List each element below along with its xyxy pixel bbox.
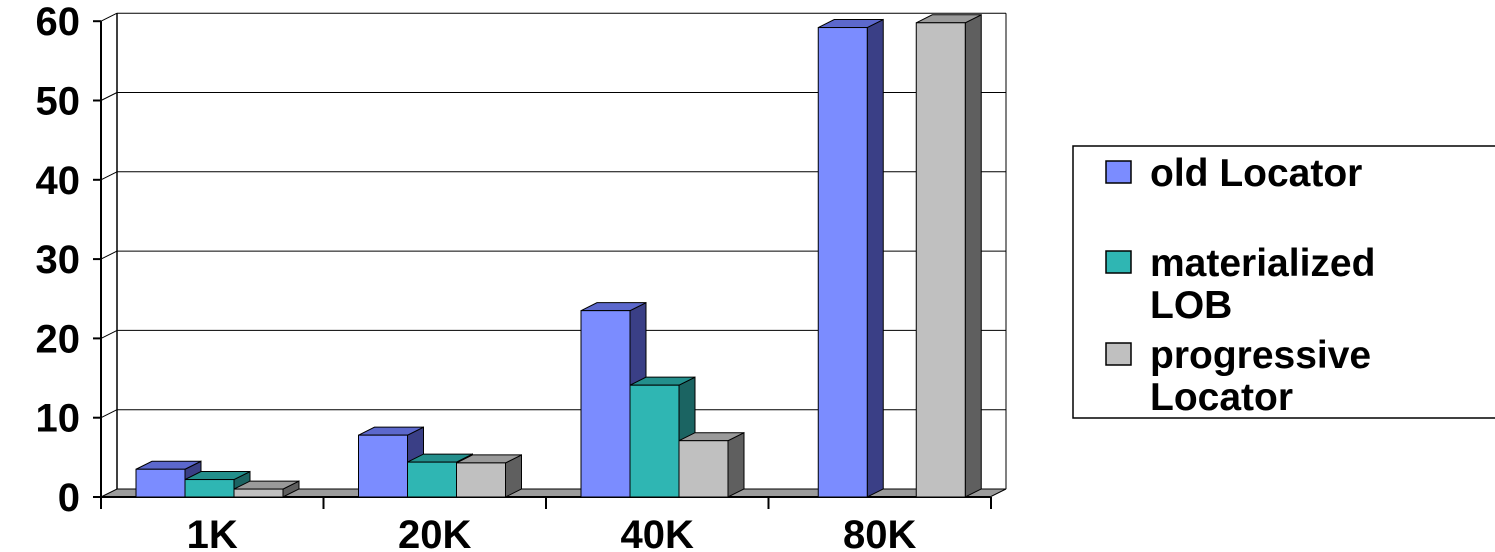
bar-side [964, 13, 982, 498]
bar-materialized-lob-1k [184, 479, 235, 498]
bar-side [727, 431, 745, 498]
y-tick-label: 20 [36, 317, 81, 361]
gridline-connector [100, 92, 118, 101]
y-tick-label: 10 [36, 397, 81, 441]
bar-old-locator-80k [817, 27, 868, 498]
x-tick-label: 80K [843, 513, 916, 552]
legend-box [1072, 145, 1495, 419]
legend-swatch [1105, 342, 1132, 366]
y-tick-label: 40 [36, 159, 81, 203]
gridline-connector [100, 12, 118, 22]
y-tick-label: 50 [36, 80, 81, 124]
legend-label: old Locator [1150, 152, 1362, 195]
bar-materialized-lob-20k [407, 461, 457, 498]
bar-progressive-locator-40k [678, 440, 729, 498]
bar-old-locator-20k [358, 434, 408, 498]
x-tick-label: 40K [621, 513, 694, 552]
gridline-connector [100, 171, 118, 181]
bars [135, 13, 982, 498]
legend-label: LOB [1150, 284, 1232, 327]
legend-label: Locator [1150, 376, 1293, 419]
y-tick-label: 30 [36, 238, 81, 282]
bar-old-locator-40k [580, 310, 631, 498]
legend-swatch [1105, 160, 1132, 184]
bar-progressive-locator-1k [233, 488, 284, 498]
gridline-connector [100, 250, 118, 260]
bar-progressive-locator-80k [915, 22, 966, 498]
legend-swatch [1105, 250, 1132, 274]
bar-old-locator-1k [135, 468, 186, 498]
y-axis-ticks: 0 10 20 30 40 50 60 [36, 0, 81, 520]
bar-materialized-lob-40k [629, 384, 680, 498]
x-axis-ticks: 1K 20K 40K 80K [187, 513, 917, 552]
bar-side [866, 18, 884, 498]
x-tick-label: 1K [187, 513, 238, 552]
y-tick-label: 60 [36, 0, 81, 44]
gridline-connector [100, 409, 118, 419]
x-tick-label: 20K [398, 513, 471, 552]
legend-label: materialized [1150, 242, 1375, 285]
bar-progressive-locator-20k [456, 462, 506, 498]
gridline-connector [100, 329, 118, 339]
legend-label: progressive [1150, 334, 1371, 377]
y-tick-label: 0 [58, 476, 80, 520]
